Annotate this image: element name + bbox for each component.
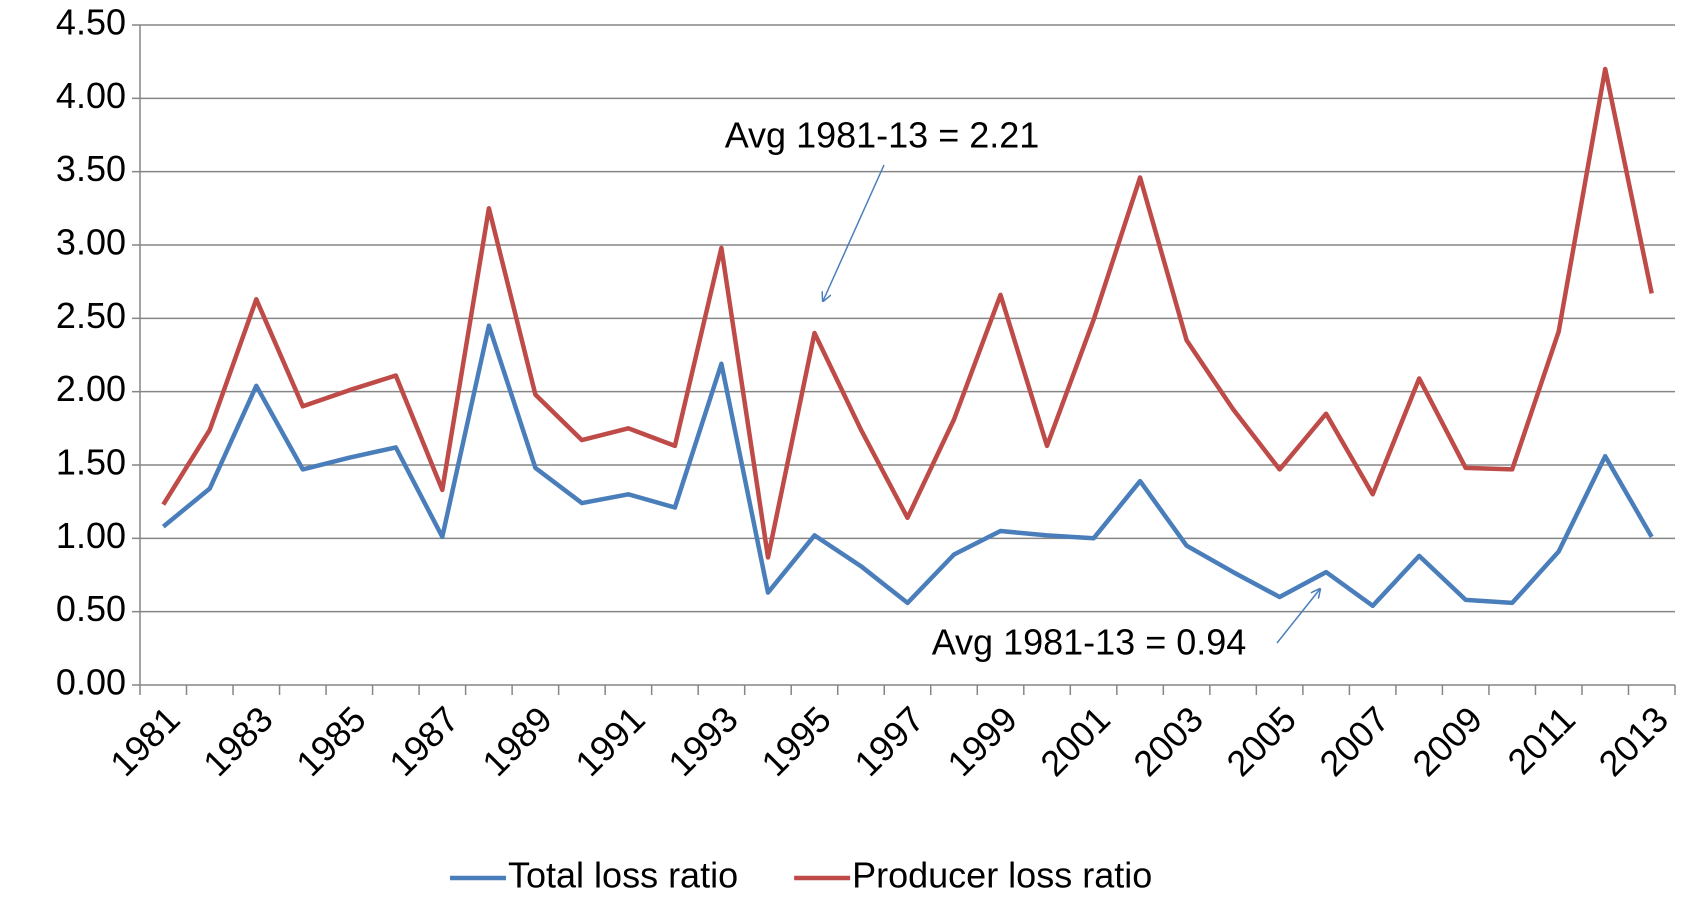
x-tick-label: 1985 <box>288 698 374 784</box>
x-tick-label: 1981 <box>102 698 188 784</box>
annotation: Avg 1981-13 = 2.21 <box>725 115 1040 156</box>
series-line <box>161 66 1654 560</box>
x-tick-label: 1991 <box>567 698 653 784</box>
x-tick-label: 2005 <box>1218 698 1304 784</box>
legend-label: Total loss ratio <box>508 855 738 896</box>
x-tick-label: 1995 <box>753 698 839 784</box>
y-tick-label: 0.00 <box>56 662 126 703</box>
series-line <box>161 323 1654 609</box>
x-tick-label: 1993 <box>660 698 746 784</box>
x-tick-label: 2013 <box>1591 698 1677 784</box>
annotation: Avg 1981-13 = 0.94 <box>932 622 1247 663</box>
legend: Total loss ratio Producer loss ratio <box>450 855 1152 896</box>
x-tick-label: 2003 <box>1125 698 1211 784</box>
x-tick-label: 2009 <box>1404 698 1490 784</box>
x-tick-label: 2007 <box>1311 698 1397 784</box>
y-tick-label: 3.50 <box>56 148 126 189</box>
y-tick-label: 4.00 <box>56 75 126 116</box>
legend-label: Producer loss ratio <box>852 855 1152 896</box>
y-tick-label: 2.00 <box>56 368 126 409</box>
y-tick-label: 4.50 <box>56 2 126 43</box>
y-tick-label: 0.50 <box>56 588 126 629</box>
y-tick-label: 1.50 <box>56 442 126 483</box>
y-tick-label: 2.50 <box>56 295 126 336</box>
y-tick-label: 3.00 <box>56 222 126 263</box>
x-tick-label: 1983 <box>195 698 281 784</box>
x-tick-label: 1987 <box>381 698 467 784</box>
x-tick-label: 1997 <box>846 698 932 784</box>
x-tick-label: 1999 <box>939 698 1025 784</box>
x-tick-label: 2011 <box>1499 698 1583 782</box>
x-tick-label: 1989 <box>474 698 560 784</box>
x-tick-label: 2001 <box>1032 698 1118 784</box>
annotation-arrow <box>1276 589 1320 644</box>
annotation-arrow <box>823 164 885 301</box>
y-tick-label: 1.00 <box>56 515 126 556</box>
